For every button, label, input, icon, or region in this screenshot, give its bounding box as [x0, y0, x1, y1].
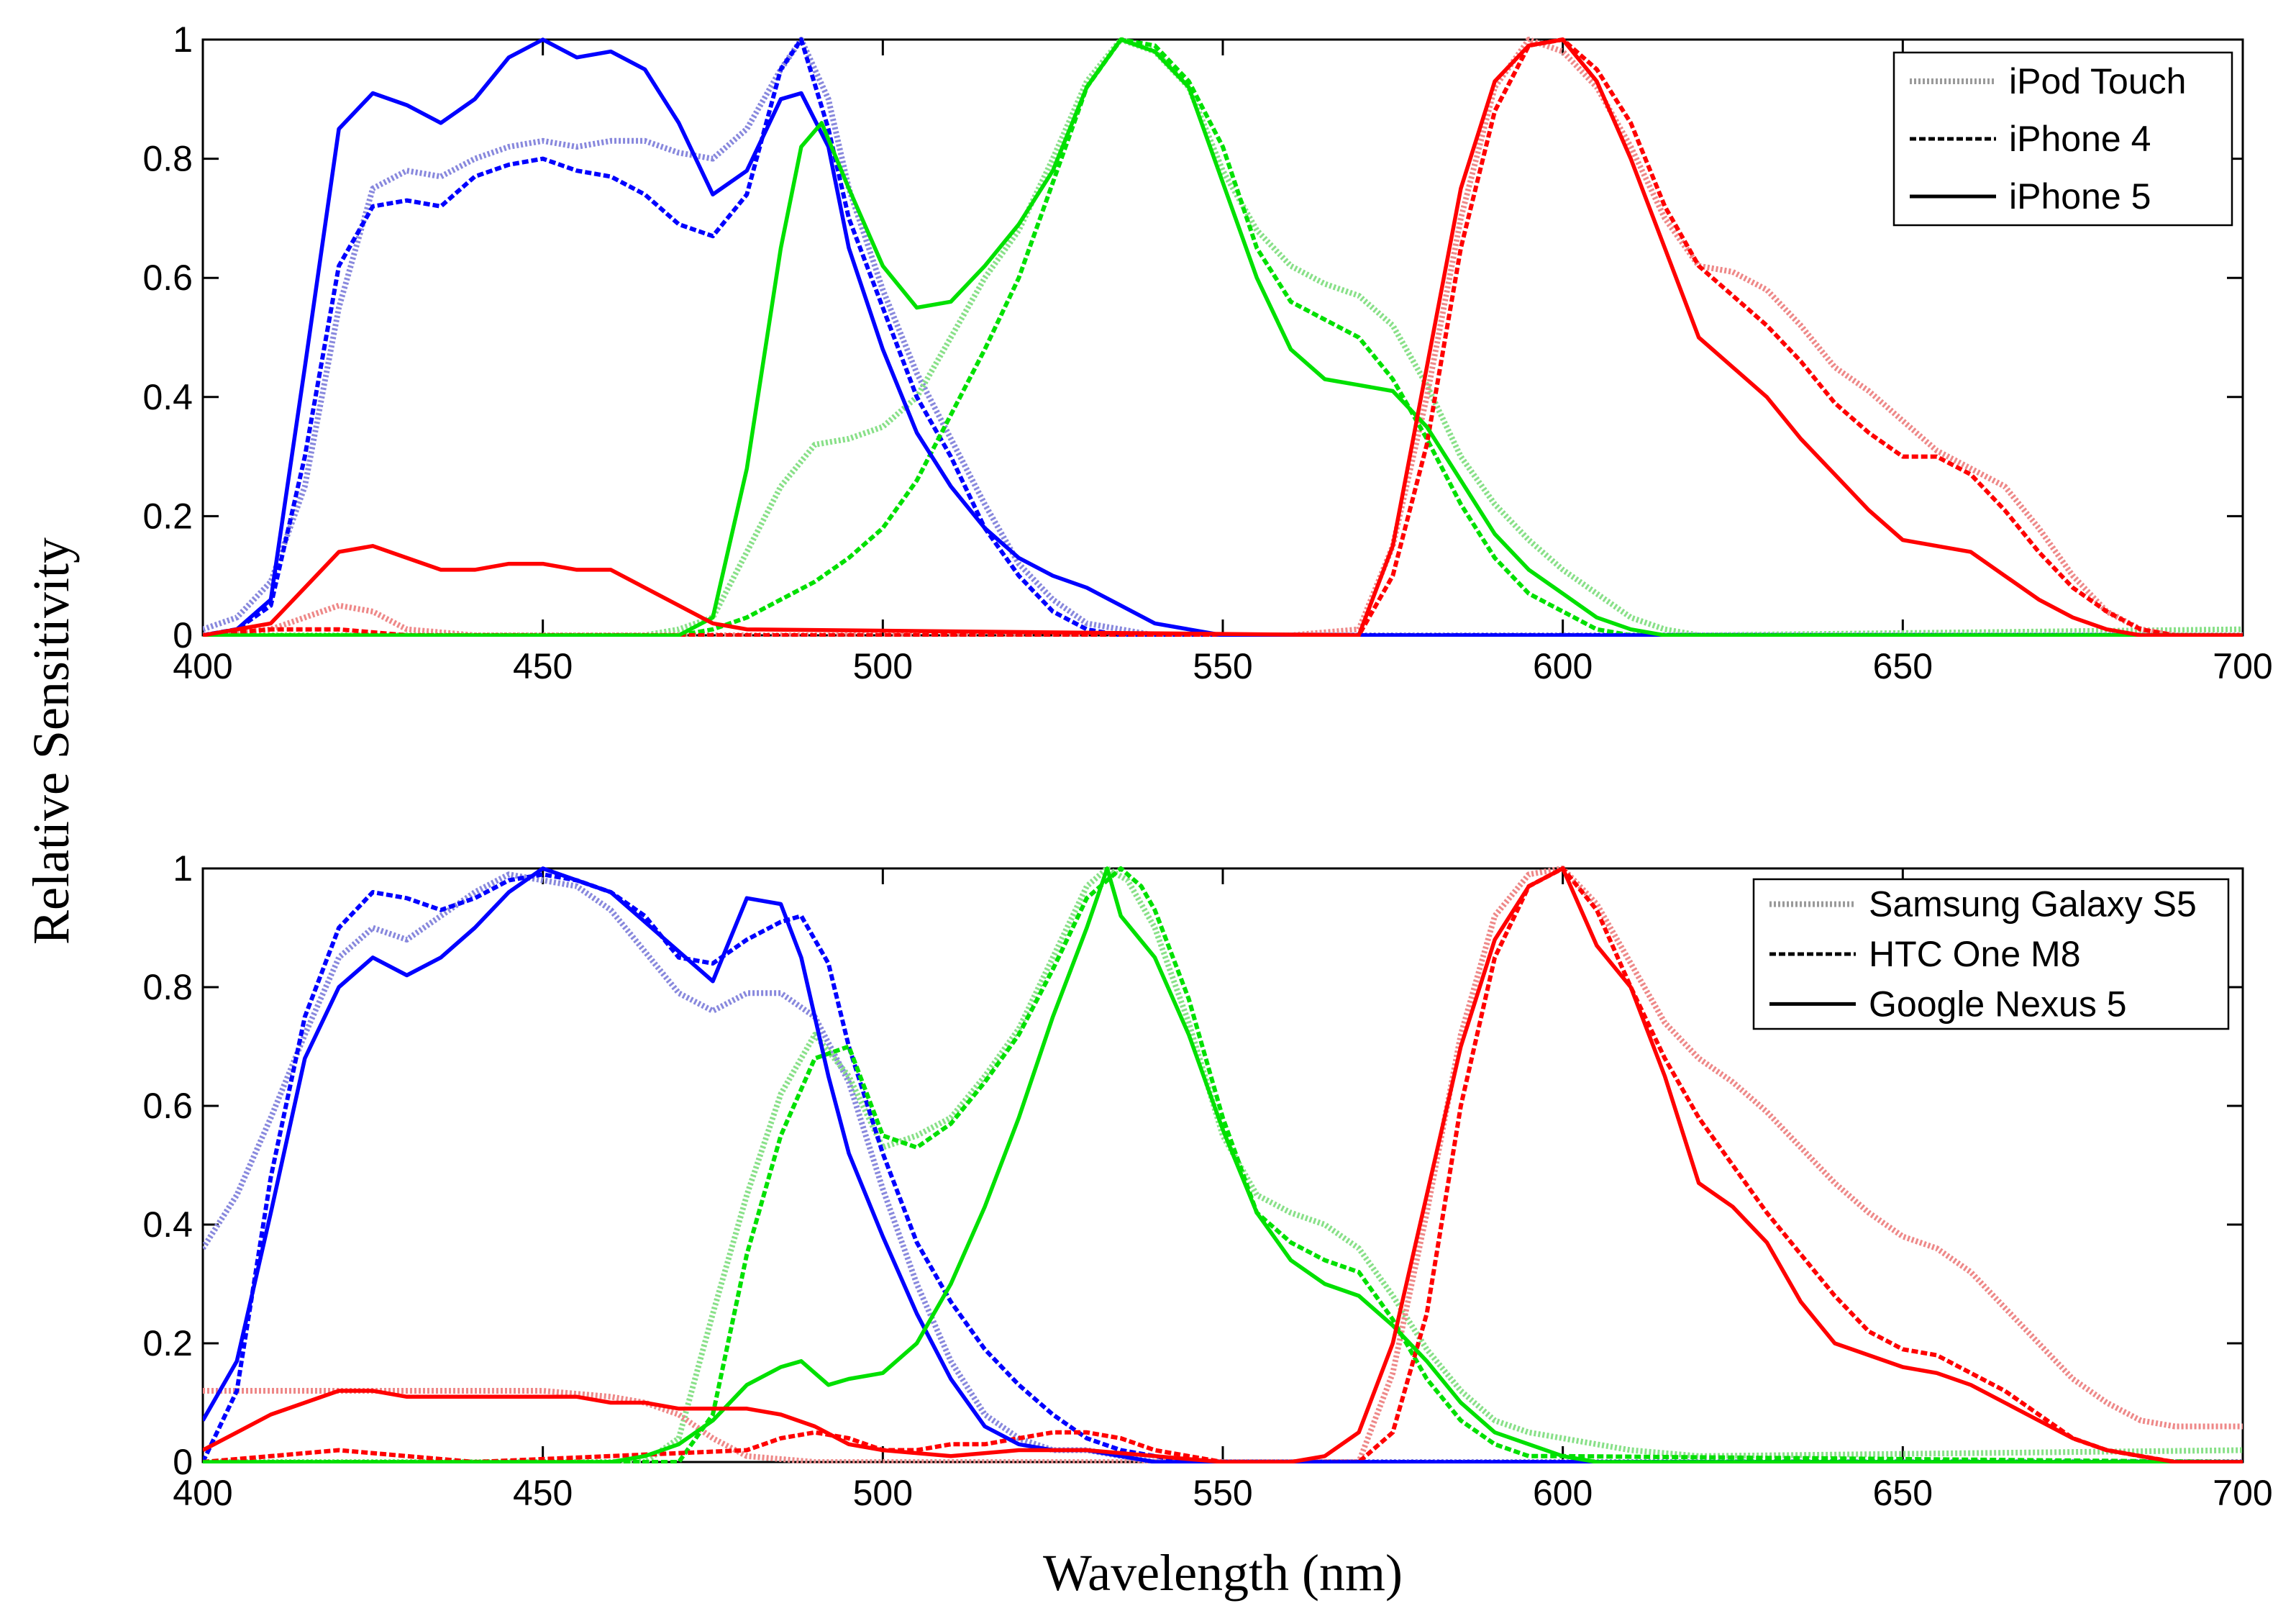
y-tick-label: 0.6 [142, 258, 193, 298]
panel-bottom: 400 450 500 550 600 650 700 0 0.2 0.4 0.6 0.8 1 Samsu… [142, 848, 2272, 1513]
x-tick-label: 400 [173, 1473, 232, 1513]
y-axis-label: Relative Sensitivity [22, 537, 80, 945]
y-tick-label: 0.8 [142, 967, 193, 1007]
series-line-green-dashed [203, 37, 2243, 637]
x-tick-label: 650 [1873, 1473, 1933, 1513]
y-tick-label: 0.2 [142, 496, 193, 536]
series-line-red-dashed [203, 866, 2243, 1463]
series-line-green-dotted [203, 866, 2243, 1463]
series-line-red-dashed [203, 37, 2243, 637]
series-line-green-dashed [203, 866, 2243, 1463]
x-tick-label: 600 [1533, 1473, 1593, 1513]
x-tick-label: 550 [1193, 1473, 1252, 1513]
x-tick-label: 500 [853, 1473, 913, 1513]
x-axis-label: Wavelength (nm) [1043, 1544, 1403, 1602]
series-line-red-solid [203, 37, 2243, 637]
x-tick-label: 650 [1873, 646, 1933, 686]
legend-label: iPhone 4 [2009, 119, 2151, 159]
series-line-green-solid [203, 866, 2243, 1463]
legend-label: iPhone 5 [2009, 176, 2151, 217]
y-tick-label: 0 [173, 1442, 193, 1482]
legend-label: Samsung Galaxy S5 [1869, 884, 2197, 925]
legend-label: iPod Touch [2009, 61, 2186, 101]
y-tick-label: 0.4 [142, 1204, 193, 1245]
x-tick-label: 450 [513, 646, 573, 686]
x-tick-label: 450 [513, 1473, 573, 1513]
series-line-blue-dotted [203, 37, 2243, 637]
series-line-blue-dashed [203, 872, 2243, 1463]
y-tick-label: 0.6 [142, 1086, 193, 1126]
legend-label: Google Nexus 5 [1869, 984, 2127, 1024]
series-line-red-solid [203, 866, 2243, 1463]
series-line-blue-solid [203, 37, 2243, 637]
y-tick-label: 0.8 [142, 139, 193, 179]
y-tick-label: 0.4 [142, 377, 193, 417]
x-tick-label: 700 [2213, 646, 2272, 686]
series-line-green-solid [203, 37, 2243, 637]
x-tick-label: 700 [2213, 1473, 2272, 1513]
series-line-red-dotted [203, 866, 2243, 1463]
y-tick-label: 0.2 [142, 1323, 193, 1363]
y-tick-label: 0 [173, 615, 193, 655]
y-tick-label: 1 [173, 848, 193, 889]
series-line-blue-dashed [203, 37, 2243, 637]
series-line-red-dotted [203, 37, 2243, 637]
x-tick-label: 500 [853, 646, 913, 686]
x-tick-label: 400 [173, 646, 232, 686]
x-tick-label: 550 [1193, 646, 1252, 686]
panel-top: 400 450 500 550 600 650 700 0 0.2 0.4 0.6 0.8 1 iPod … [142, 19, 2272, 686]
x-tick-label: 600 [1533, 646, 1593, 686]
y-tick-label: 1 [173, 19, 193, 60]
legend-label: HTC One M8 [1869, 934, 2081, 974]
series-line-blue-dotted [203, 871, 2243, 1463]
series-line-blue-solid [203, 866, 2243, 1463]
